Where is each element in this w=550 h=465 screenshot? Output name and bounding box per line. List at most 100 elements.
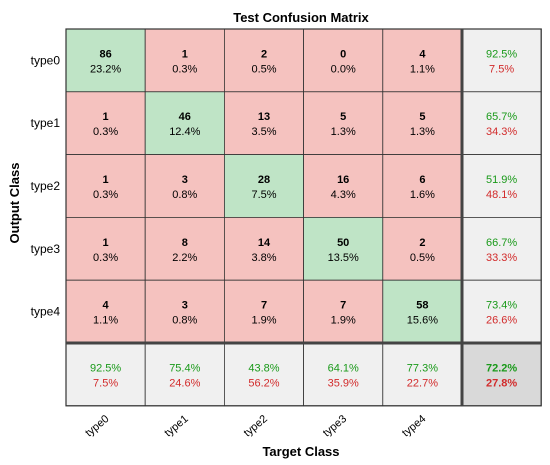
row-tick-label: type2	[31, 179, 61, 193]
cell-r2-c4	[382, 154, 463, 218]
cell-r1-c4	[382, 91, 463, 156]
cell-r3-c2	[223, 216, 304, 281]
cell-percent: 0.3%	[93, 189, 118, 201]
cell-percent: 0.3%	[172, 63, 197, 75]
cell-count: 14	[258, 237, 271, 249]
col-summary-wrong: 35.9%	[328, 377, 359, 389]
outer-border	[65, 28, 542, 407]
col-summary-correct: 43.8%	[248, 362, 279, 374]
cell-r4-c3	[303, 279, 384, 344]
matrix-cells: 8623.2%10.3%20.5%00.0%41.1%10.3%4612.4%1…	[65, 28, 542, 407]
cell-r0-c1	[144, 28, 225, 93]
cell-percent: 23.2%	[90, 63, 121, 75]
col-summary-cell	[223, 342, 304, 407]
cell-count: 8	[182, 237, 188, 249]
cell-r3-c4	[382, 216, 463, 281]
col-summary-cell	[303, 342, 384, 407]
cell-count: 13	[258, 111, 270, 123]
cell-r4-c4	[382, 279, 463, 344]
cell-percent: 2.2%	[172, 252, 197, 264]
cell-count: 16	[337, 174, 349, 186]
cell-r2-c3	[303, 154, 384, 218]
cell-percent: 12.4%	[169, 126, 200, 138]
matrix-frame	[65, 28, 542, 407]
cell-percent: 0.8%	[172, 315, 197, 327]
col-tick-label: type0	[83, 413, 111, 439]
y-axis-label: Output Class	[7, 163, 22, 244]
cell-count: 4	[103, 300, 110, 312]
col-summary-cell	[65, 342, 146, 407]
cell-count: 50	[337, 237, 349, 249]
col-tick-label: type3	[321, 413, 349, 439]
cell-r2-c1	[144, 154, 225, 218]
cell-percent: 0.0%	[331, 63, 356, 75]
cell-percent: 4.3%	[331, 189, 356, 201]
cell-r0-c4	[382, 28, 463, 93]
cell-percent: 3.8%	[251, 252, 276, 264]
row-summary-correct: 51.9%	[486, 174, 517, 186]
x-axis-label: Target Class	[262, 444, 339, 459]
cell-count: 46	[179, 111, 191, 123]
cell-r3-c3	[303, 216, 384, 281]
cell-count: 1	[182, 48, 188, 60]
overall-wrong: 27.8%	[486, 377, 517, 389]
row-tick-label: type3	[31, 242, 61, 256]
cell-percent: 0.5%	[410, 252, 435, 264]
cell-count: 7	[340, 300, 346, 312]
col-summary-correct: 92.5%	[90, 362, 121, 374]
row-summary-wrong: 34.3%	[486, 126, 517, 138]
col-summary-correct: 64.1%	[328, 362, 359, 374]
cell-percent: 1.3%	[331, 126, 356, 138]
cell-percent: 1.1%	[93, 315, 118, 327]
row-summary-wrong: 7.5%	[489, 63, 514, 75]
cell-r4-c1	[144, 279, 225, 344]
cell-count: 0	[340, 48, 346, 60]
cell-r2-c2	[223, 154, 304, 218]
row-summary-cell	[461, 216, 542, 281]
cell-count: 28	[258, 174, 270, 186]
cell-percent: 0.3%	[93, 126, 118, 138]
cell-count: 3	[182, 300, 188, 312]
cell-percent: 0.5%	[251, 63, 276, 75]
row-summary-correct: 73.4%	[486, 300, 517, 312]
row-summary-wrong: 33.3%	[486, 252, 517, 264]
cell-r0-c3	[303, 28, 384, 93]
cell-r4-c2	[223, 279, 304, 344]
row-summary-correct: 92.5%	[486, 48, 517, 60]
row-tick-label: type1	[31, 116, 61, 130]
cell-percent: 1.9%	[331, 315, 356, 327]
col-summary-wrong: 22.7%	[407, 377, 438, 389]
row-tick-label: type0	[31, 53, 61, 67]
cell-percent: 1.6%	[410, 189, 435, 201]
cell-percent: 7.5%	[251, 189, 276, 201]
cell-count: 2	[419, 237, 425, 249]
cell-count: 7	[261, 300, 267, 312]
row-summary-cell	[461, 28, 542, 93]
cell-percent: 0.3%	[93, 252, 118, 264]
cell-r3-c1	[144, 216, 225, 281]
cell-count: 1	[103, 237, 109, 249]
cell-count: 5	[419, 111, 425, 123]
cell-r1-c0	[65, 91, 146, 156]
col-tick-label: type4	[400, 413, 428, 439]
cell-percent: 15.6%	[407, 315, 438, 327]
row-summary-wrong: 26.6%	[486, 315, 517, 327]
row-summary-wrong: 48.1%	[486, 189, 517, 201]
row-summary-correct: 65.7%	[486, 111, 517, 123]
cell-percent: 13.5%	[328, 252, 359, 264]
cell-percent: 1.1%	[410, 63, 435, 75]
cell-percent: 1.9%	[251, 315, 276, 327]
chart-title: Test Confusion Matrix	[233, 10, 369, 25]
cell-percent: 3.5%	[251, 126, 276, 138]
cell-r1-c2	[223, 91, 304, 156]
col-tick-label: type1	[162, 413, 190, 439]
row-summary-cell	[461, 154, 542, 218]
cell-count: 86	[99, 48, 111, 60]
cell-count: 6	[419, 174, 425, 186]
row-tick-label: type4	[31, 305, 61, 319]
overall-correct: 72.2%	[486, 362, 517, 374]
col-summary-wrong: 56.2%	[248, 377, 279, 389]
row-summary-correct: 66.7%	[486, 237, 517, 249]
cell-count: 1	[103, 111, 109, 123]
